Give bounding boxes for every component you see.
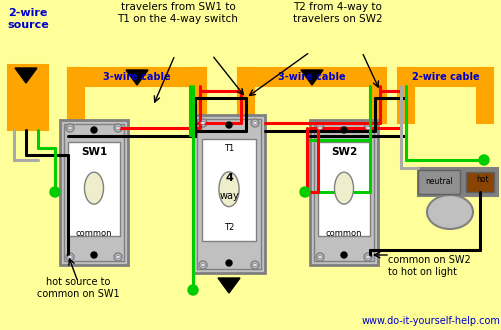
Text: common on SW2
to hot on light: common on SW2 to hot on light (387, 255, 470, 277)
Bar (318, 142, 369, 236)
Circle shape (225, 260, 231, 266)
Circle shape (198, 119, 206, 127)
Bar (68, 68, 205, 86)
Polygon shape (126, 70, 148, 85)
Bar (397, 68, 413, 123)
Ellipse shape (317, 256, 322, 258)
Bar (310, 120, 377, 265)
Polygon shape (301, 70, 322, 85)
Circle shape (114, 253, 122, 261)
Circle shape (300, 187, 310, 197)
Bar (417, 170, 459, 194)
Text: SW2: SW2 (330, 147, 356, 157)
Circle shape (66, 253, 74, 261)
Ellipse shape (252, 264, 257, 266)
Circle shape (114, 124, 122, 132)
Circle shape (363, 253, 371, 261)
Circle shape (50, 187, 60, 197)
Bar (196, 119, 261, 269)
Text: SW1: SW1 (81, 147, 107, 157)
Text: 3-wire cable: 3-wire cable (103, 72, 170, 82)
Circle shape (250, 119, 259, 127)
Text: hot: hot (476, 176, 488, 184)
Ellipse shape (200, 264, 205, 266)
Ellipse shape (68, 127, 72, 129)
Text: way: way (219, 191, 238, 201)
Circle shape (91, 252, 97, 258)
Ellipse shape (218, 172, 238, 207)
Ellipse shape (426, 195, 472, 229)
Bar (68, 142, 120, 236)
Circle shape (66, 124, 74, 132)
Text: 3-wire cable: 3-wire cable (278, 72, 345, 82)
Polygon shape (217, 278, 239, 293)
Text: T2 from 4-way to
travelers on SW2: T2 from 4-way to travelers on SW2 (293, 2, 382, 24)
Ellipse shape (84, 172, 103, 204)
Circle shape (363, 124, 371, 132)
Bar (369, 68, 385, 123)
Circle shape (340, 252, 346, 258)
Circle shape (188, 285, 197, 295)
Ellipse shape (365, 256, 370, 258)
Circle shape (315, 124, 323, 132)
Text: neutral: neutral (424, 178, 452, 186)
Bar (476, 68, 492, 123)
Ellipse shape (334, 172, 353, 204)
Text: travelers from SW1 to
T1 on the 4-way switch: travelers from SW1 to T1 on the 4-way sw… (117, 2, 238, 24)
Bar (189, 68, 205, 123)
Text: 2-wire
source: 2-wire source (7, 8, 49, 30)
Circle shape (91, 127, 97, 133)
Circle shape (478, 155, 488, 165)
Circle shape (340, 127, 346, 133)
Bar (60, 120, 128, 265)
Bar (192, 115, 265, 273)
Text: 4: 4 (224, 173, 232, 183)
Text: common: common (325, 229, 362, 238)
Text: T2: T2 (223, 223, 233, 232)
Bar (68, 68, 84, 123)
Circle shape (250, 261, 259, 269)
Bar (465, 172, 493, 192)
Polygon shape (15, 68, 37, 83)
Circle shape (225, 122, 231, 128)
Ellipse shape (115, 256, 120, 258)
Text: T1: T1 (223, 144, 233, 153)
Text: 2-wire cable: 2-wire cable (411, 72, 478, 82)
Bar (64, 124, 124, 261)
Bar (313, 124, 373, 261)
Text: hot source to
common on SW1: hot source to common on SW1 (37, 277, 119, 299)
Bar (417, 168, 497, 196)
Ellipse shape (317, 127, 322, 129)
Bar (201, 139, 256, 242)
Ellipse shape (200, 121, 205, 124)
Ellipse shape (365, 127, 370, 129)
Text: common: common (76, 229, 112, 238)
Bar (8, 65, 48, 130)
Bar (237, 68, 385, 86)
Ellipse shape (68, 256, 72, 258)
Circle shape (198, 261, 206, 269)
Text: www.do-it-yourself-help.com: www.do-it-yourself-help.com (360, 316, 499, 326)
Bar (397, 68, 492, 86)
Ellipse shape (252, 121, 257, 124)
Ellipse shape (115, 127, 120, 129)
Bar (237, 68, 254, 123)
Circle shape (315, 253, 323, 261)
